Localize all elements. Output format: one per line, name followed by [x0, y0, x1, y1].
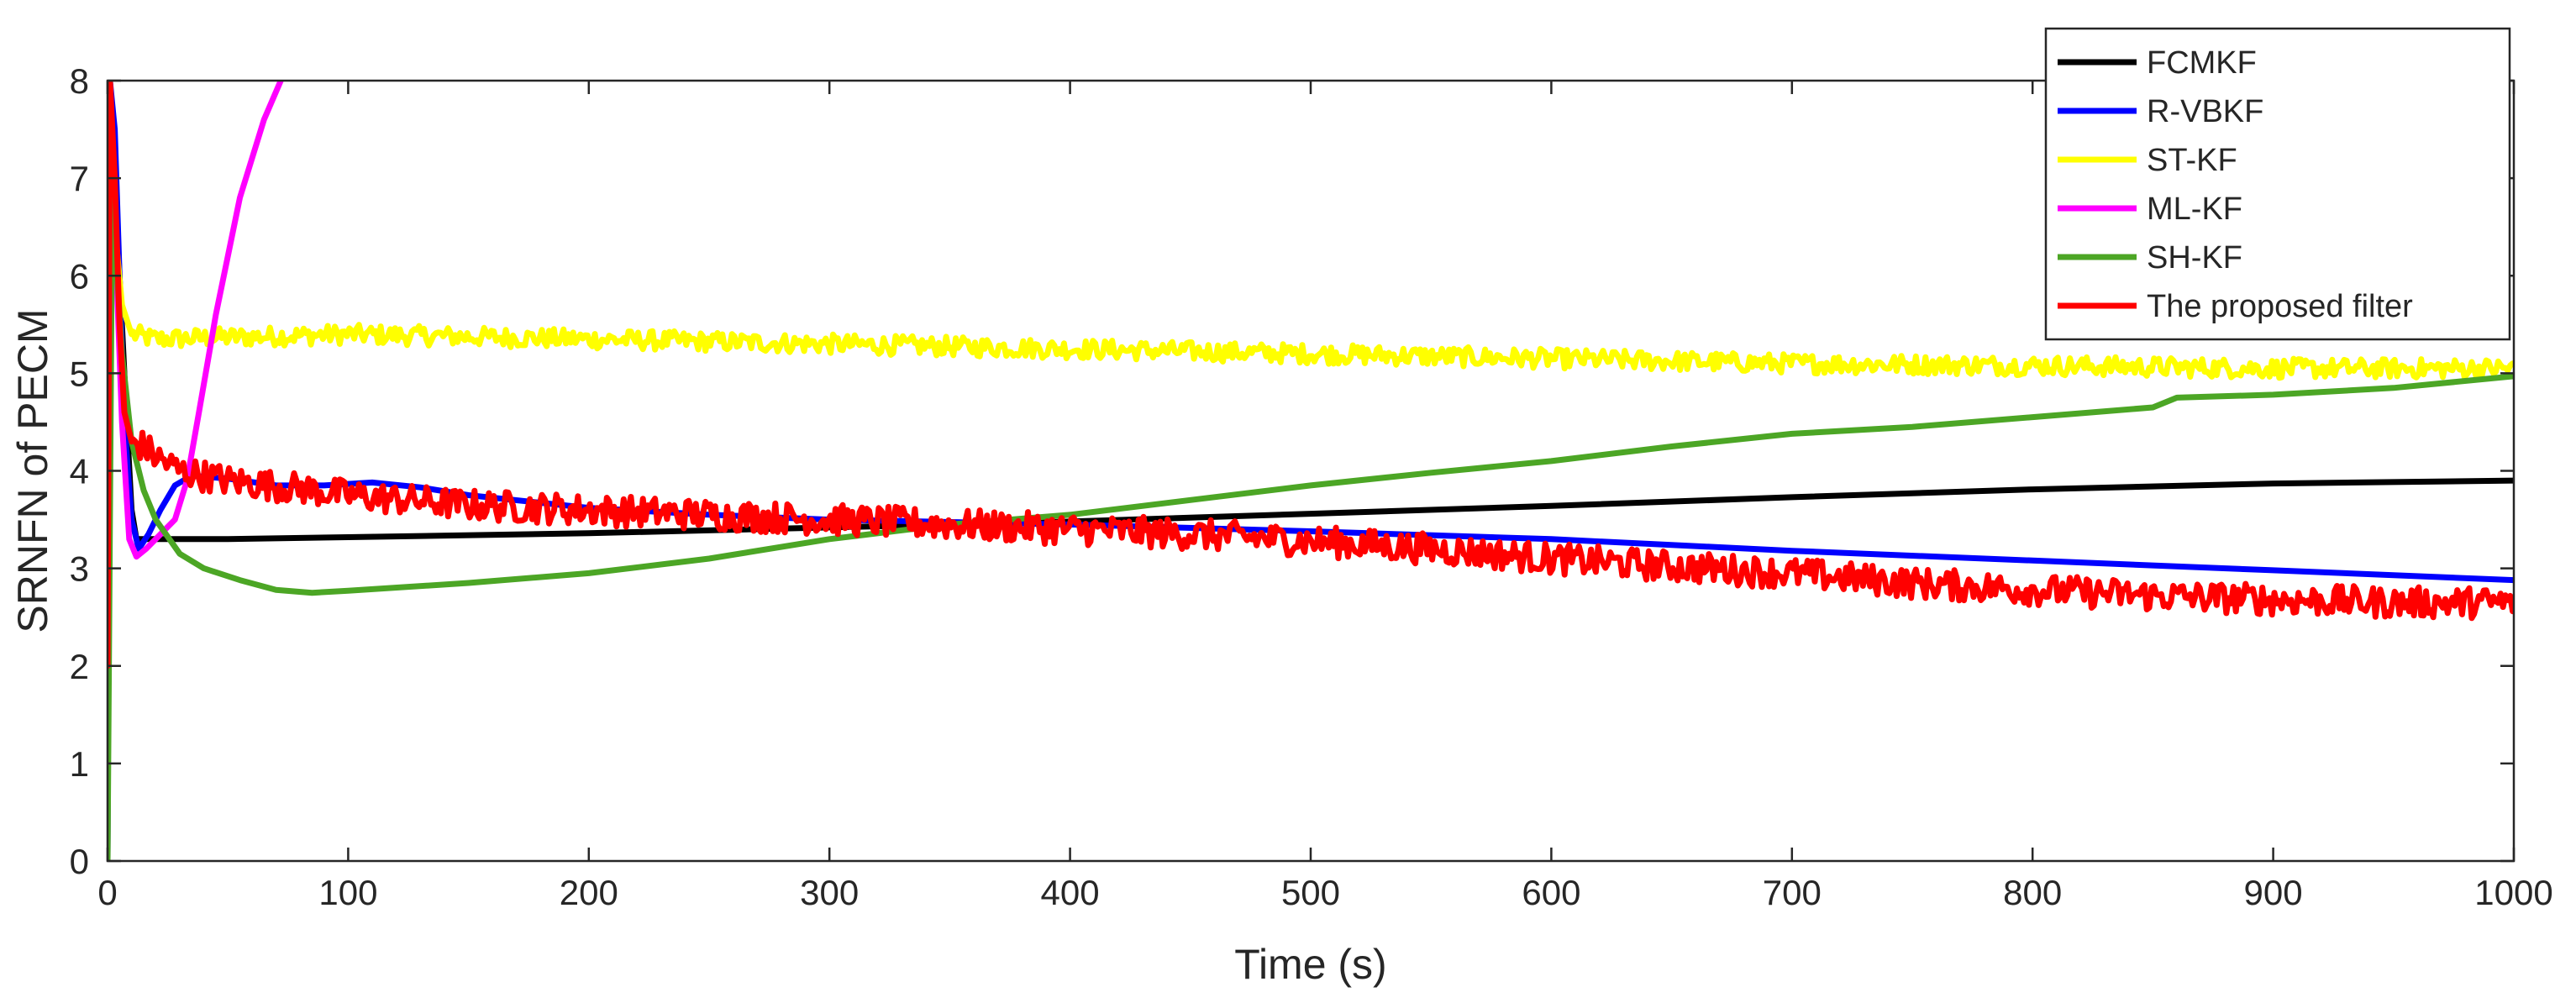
x-tick-label: 0 — [97, 873, 117, 912]
x-tick-label: 300 — [800, 873, 859, 912]
legend-label: The proposed filter — [2147, 289, 2413, 324]
y-tick-label: 0 — [70, 842, 89, 881]
x-tick-label: 900 — [2244, 873, 2303, 912]
series-line-st-kf — [108, 126, 2514, 699]
legend-label: FCMKF — [2147, 45, 2257, 81]
y-tick-label: 3 — [70, 549, 89, 589]
x-tick-label: 200 — [560, 873, 618, 912]
legend-label: R-VBKF — [2147, 94, 2263, 129]
y-tick-label: 5 — [70, 354, 89, 393]
x-tick-label: 500 — [1281, 873, 1340, 912]
y-axis-label: SRNFN of PECM — [9, 308, 56, 633]
legend-box — [2044, 27, 2511, 341]
x-tick-label: 600 — [1522, 873, 1580, 912]
legend-label: ST-KF — [2147, 143, 2237, 178]
series-line-sh-kf — [108, 175, 2514, 861]
y-tick-label: 7 — [70, 159, 89, 198]
series-line-the-proposed-filter — [108, 81, 2514, 669]
series-layer — [108, 81, 2514, 861]
x-tick-label: 700 — [1763, 873, 1822, 912]
y-tick-label: 4 — [70, 452, 89, 491]
legend: FCMKF R-VBKF ST-KF ML-KF SH-KF The proposed f… — [2044, 27, 2511, 341]
y-tick-label: 1 — [70, 744, 89, 784]
y-tick-label: 8 — [70, 61, 89, 101]
x-tick-label: 800 — [2003, 873, 2062, 912]
x-tick-label: 100 — [318, 873, 377, 912]
legend-label: ML-KF — [2147, 192, 2242, 227]
axis-ticks: 0 100 200 300 400 500 600 700 800 900 1000 0 1 2 3 4 5 6 7… — [70, 61, 2553, 912]
y-tick-label: 6 — [70, 256, 89, 296]
y-tick-label: 2 — [70, 647, 89, 686]
x-tick-label: 400 — [1041, 873, 1100, 912]
legend-label: SH-KF — [2147, 240, 2242, 276]
x-axis-label: Time (s) — [1234, 941, 1386, 988]
x-tick-label: 1000 — [2474, 873, 2552, 912]
